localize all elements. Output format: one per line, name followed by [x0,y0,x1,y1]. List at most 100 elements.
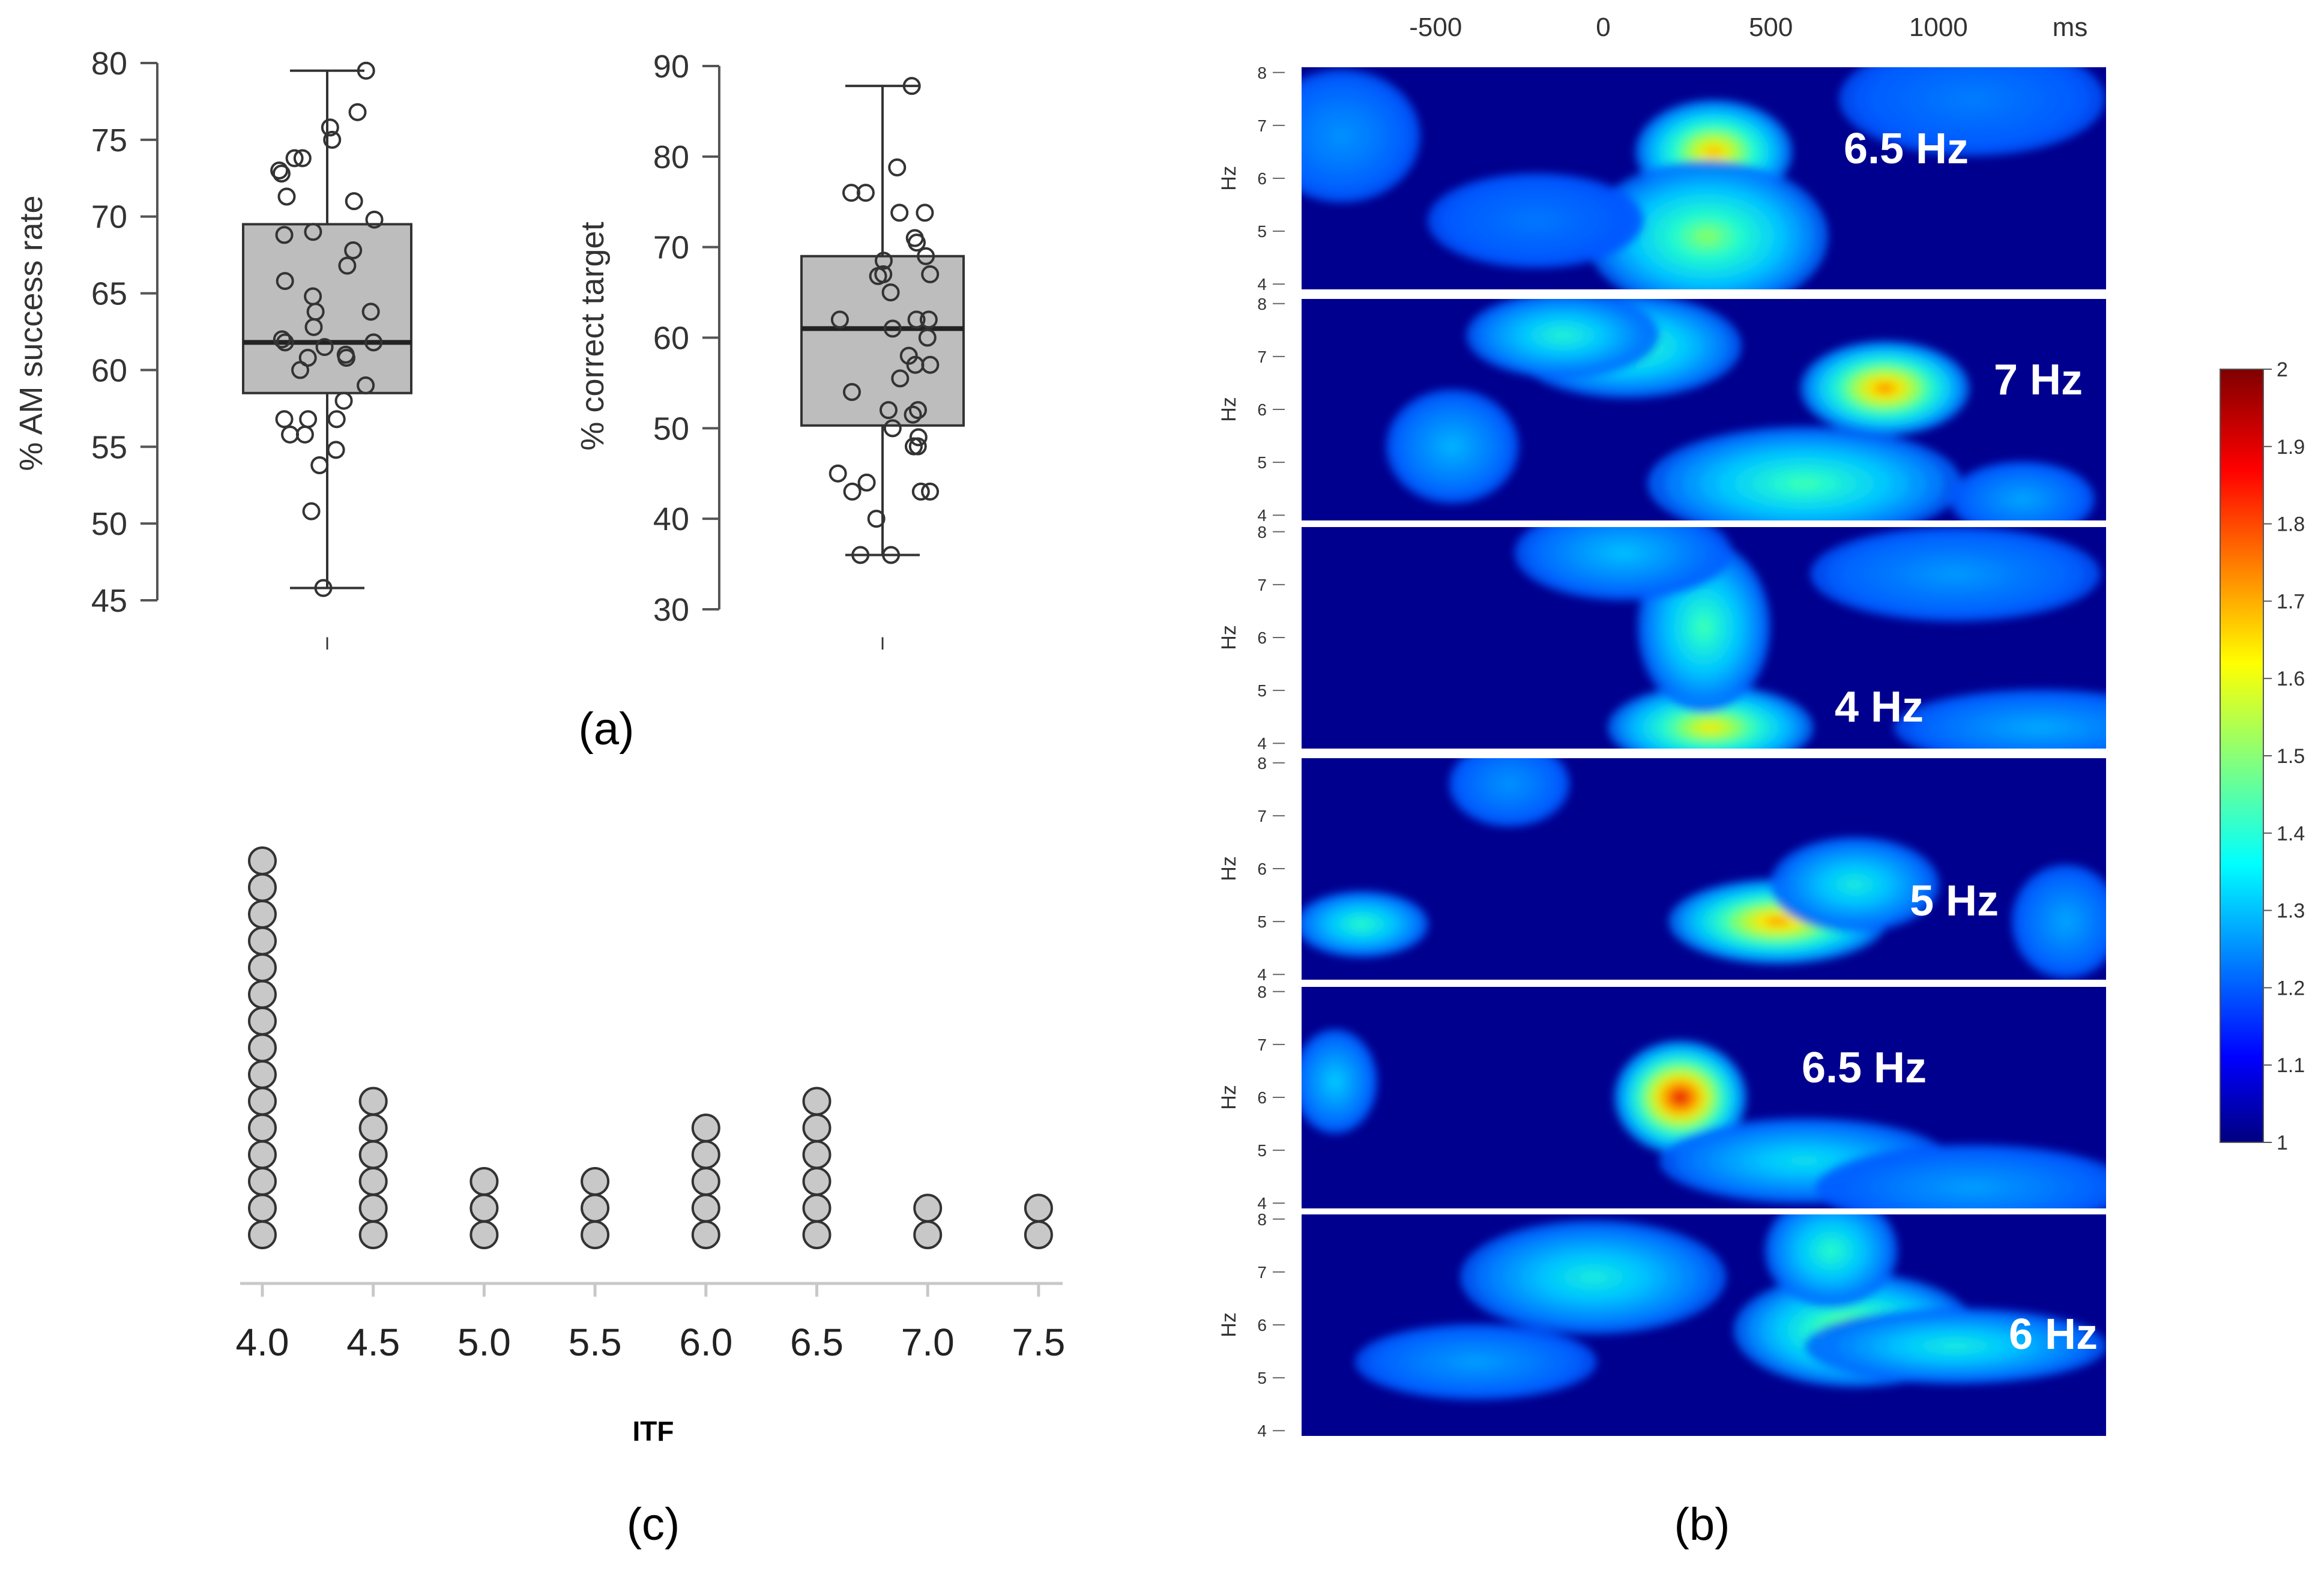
data-point [357,61,375,80]
hz-tick-label: 6 [1257,860,1267,878]
data-point [293,149,312,167]
heatmap-rows: 4 5 6 7 8 Hz 6.5 Hz 4 5 6 7 8 Hz 7 Hz 4 5 6 7 8 Hz 4 Hz 4 5 6 7 8… [1218,64,2106,1440]
hz-tick-label: 5 [1257,681,1267,700]
heat-blob-level [1788,1156,1821,1166]
panel-label-c: (c) [627,1499,680,1550]
dot [248,1167,277,1196]
data-point [344,241,363,259]
data-point [364,333,383,352]
hz-tick-label: 6 [1257,1316,1267,1334]
data-point [881,283,900,302]
data-point [908,401,927,420]
boxplot-correct-target: 30 40 50 60 70 80 90 % correct target I [575,49,965,654]
hz-tick-label: 8 [1257,754,1267,773]
heat-blob-level [1705,146,1723,158]
colorbar-tick-label: 1.8 [2277,513,2305,536]
y-tick-label: 40 [653,501,689,537]
hz-tick-label: 7 [1257,116,1267,135]
dot [248,1114,277,1142]
data-point [906,355,925,374]
box-whiskers [242,69,412,589]
hz-tick-label: 5 [1257,453,1267,472]
x-tick-label: I [325,634,330,654]
x-tick-label: 7.0 [901,1321,955,1364]
heat-blob-level [1699,722,1722,732]
heat-blob-level [2023,723,2056,732]
data-point [285,149,304,167]
dot [691,1140,720,1169]
y-tick-label: 60 [91,352,127,388]
x-tick-label: 5.5 [569,1321,622,1364]
heat-blob-level [1330,1075,1340,1088]
heat-blob-level [1673,1091,1688,1104]
data-point [365,210,384,229]
dot [248,1140,277,1169]
dot [248,1087,277,1116]
dot [802,1167,832,1196]
colorbar-tick-label: 1.9 [2277,436,2305,459]
colorbar-tick-label: 1.5 [2277,745,2305,768]
x-tick-label: 6.0 [679,1321,732,1364]
data-point [830,310,849,329]
data-point [304,223,322,241]
hz-tick-label: 5 [1257,1141,1267,1160]
data-point [314,579,333,597]
hz-tick-label: 4 [1257,965,1267,984]
data-point [882,546,901,564]
data-point [310,456,329,474]
data-point [842,184,860,202]
data-point [304,318,323,336]
time-tick-label: ms [2053,13,2088,42]
colorbar-gradient [2220,369,2264,1143]
heatmap-row: 4 5 6 7 8 Hz 5 Hz [1218,753,2106,984]
y-tick-label: 75 [91,122,127,158]
dot [691,1220,720,1249]
dot [248,926,277,956]
dot [691,1114,720,1142]
dot [358,1167,388,1196]
data-point [315,338,334,357]
y-tick-label: 80 [91,46,127,82]
data-point [918,328,937,347]
data-point [902,77,921,95]
heat-blob-level [1578,1271,1608,1284]
y-tick-label: 50 [91,506,127,542]
heatmap-blobs [1302,758,2106,979]
heat-blob-level [2059,915,2072,928]
x-axis-ticks: 4.0 4.5 5.0 5.5 6.0 6.5 7.0 7.5 [236,1283,1065,1364]
box-whiskers [800,85,965,556]
dot [1024,1193,1053,1223]
dot [802,1087,832,1116]
x-tick-label: 6.5 [790,1321,844,1364]
y-tick-label: 45 [91,583,127,619]
data-point [302,502,321,520]
dot [802,1220,832,1249]
heatmap-row: 4 5 6 7 8 Hz 6.5 Hz [1218,982,2106,1213]
data-point [357,376,375,394]
hz-tick-label: 7 [1257,807,1267,825]
dot [358,1193,388,1223]
hz-axis-label: Hz [1218,856,1240,881]
x-tick-label: 4.0 [236,1321,289,1364]
dot [358,1087,388,1116]
colorbar-tick-label: 1.3 [2277,900,2305,923]
heat-blob-level [1696,617,1712,637]
colorbar-tick-label: 1.1 [2277,1054,2305,1077]
heat-blob-level [1939,568,1972,580]
data-point [916,204,934,222]
dot [248,846,277,875]
heat-blob-level [1444,440,1460,453]
dot [248,873,277,902]
hz-tick-label: 7 [1257,576,1267,594]
y-axis-label: % AM success rate [13,195,49,471]
hz-tick-label: 8 [1257,983,1267,1001]
x-axis-label: ITF [633,1416,674,1447]
hz-tick-label: 5 [1257,1369,1267,1387]
dot [248,980,277,1009]
dot [581,1167,610,1196]
data-point [321,118,339,137]
data-point [921,482,940,501]
heat-blob-level [1957,92,1987,106]
dot [691,1167,720,1196]
y-tick-label: 60 [653,321,689,357]
